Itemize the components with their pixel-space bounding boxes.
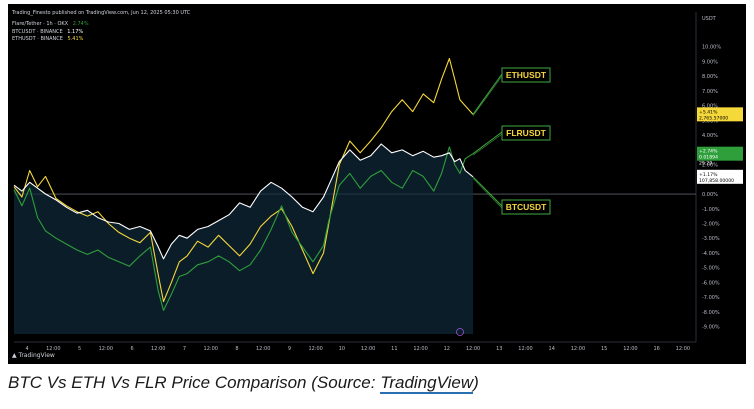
y-tick-label: -4.00%: [702, 251, 720, 257]
y-tick-label: 2.00%: [702, 163, 718, 169]
y-tick-label: 7.00%: [702, 89, 718, 95]
y-tick-label: 5.00%: [702, 118, 718, 124]
x-tick-label: 12:00: [623, 346, 637, 352]
x-tick-label: 12:00: [571, 346, 585, 352]
x-tick-label: 4: [26, 346, 29, 352]
x-tick-label: 12:00: [204, 346, 218, 352]
x-tick-label: 12:00: [518, 346, 532, 352]
legend-title-change: 2.74%: [72, 21, 89, 27]
flr-annotation-connector-2: [472, 133, 503, 156]
axis-unit-label: USDT: [702, 16, 717, 22]
y-tick-label: -8.00%: [702, 310, 720, 316]
x-tick-label: 12:00: [676, 346, 690, 352]
btc-price-tag-price: 107,858.00000: [699, 178, 734, 184]
x-tick-label: 7: [183, 346, 186, 352]
x-tick-label: 12:00: [413, 346, 427, 352]
btc-annotation-box: [501, 199, 551, 215]
y-tick-label: 6.00%: [702, 104, 718, 110]
y-tick-label: 0.00%: [702, 192, 718, 198]
caption-prefix: BTC Vs ETH Vs FLR Price Comparison (Sour…: [8, 373, 381, 392]
eth-series-line: [13, 57, 474, 303]
x-tick-label: 5: [78, 346, 81, 352]
caption-source-link[interactable]: TradingView: [380, 373, 474, 394]
x-tick-label: 14: [549, 346, 555, 352]
x-tick-label: 12:00: [99, 346, 113, 352]
eth-price-tag-bg: [697, 107, 743, 122]
flr-series-line: [13, 146, 474, 311]
eth-price-tag-price: 2,765.57000: [699, 115, 728, 121]
x-tick-label: 10: [339, 346, 345, 352]
area-fill: [14, 143, 474, 334]
btc-annotation-label: BTCUSDT: [506, 202, 547, 212]
x-tick-label: 12:00: [308, 346, 322, 352]
x-tick-label: 12:00: [361, 346, 375, 352]
x-tick-label: 16: [653, 346, 659, 352]
btc-annotation-connector: [472, 176, 503, 207]
eth-annotation-label: ETHUSDT: [506, 70, 547, 80]
x-tick-label: 12: [444, 346, 450, 352]
flr-price-tag-pct: +2.74%: [699, 149, 718, 155]
caption-suffix: ): [473, 373, 479, 392]
flr-annotation-box: [501, 125, 551, 141]
publish-line: Trading_Finesto published on TradingView…: [12, 10, 191, 16]
tv-logo-text: TradingView: [18, 352, 55, 359]
tradingview-logo: ▲ TradingView: [12, 352, 55, 359]
y-tick-label: -3.00%: [702, 236, 720, 242]
x-tick-label: 12:00: [46, 346, 60, 352]
flr-annotation-label: FLRUSDT: [506, 128, 546, 138]
legend-eth-change: 5.41%: [67, 36, 84, 42]
eth-annotation-connector: [472, 73, 503, 115]
legend-eth-row: ETHUSDT · BINANCE 5.41%: [12, 36, 83, 42]
x-tick-label: 12:00: [256, 346, 270, 352]
comparison-chart: USDT 10.00% 9.00% 8.00% 7.00% 6.00% 5.00% 4.00%…: [13, 12, 743, 352]
flr-annotation-connector: [472, 131, 503, 155]
x-tick-label: 6: [130, 346, 133, 352]
tv-logo-icon: ▲: [12, 352, 17, 359]
flr-price-tag-bg: [697, 146, 743, 161]
chart-panel: USDT 10.00% 9.00% 8.00% 7.00% 6.00% 5.00% 4.00%…: [8, 4, 746, 364]
y-tick-label: 9.00%: [702, 59, 718, 65]
flr-price-tag-time: 29:29: [699, 161, 712, 167]
figure-caption: BTC Vs ETH Vs FLR Price Comparison (Sour…: [8, 373, 479, 394]
btc-price-tag-pct: +1.17%: [699, 172, 718, 178]
legend-title: Flare/Tether · 1h · OKX: [12, 21, 69, 27]
y-tick-label: -1.00%: [702, 207, 720, 213]
y-tick-label: 10.00%: [702, 45, 721, 51]
x-tick-label: 12:00: [151, 346, 165, 352]
eth-annotation-box: [501, 67, 551, 83]
legend-title-row: Flare/Tether · 1h · OKX 2.74%: [12, 21, 89, 27]
flr-price-tag-price: 0.01894: [699, 155, 718, 161]
y-tick-label: -9.00%: [702, 325, 720, 331]
y-tick-label: -6.00%: [702, 280, 720, 286]
legend-btc-row: BTCUSDT · BINANCE 1.17%: [12, 29, 83, 35]
legend-eth: ETHUSDT · BINANCE: [12, 36, 63, 42]
eth-annotation-connector-2: [472, 75, 503, 117]
y-tick-label: -5.00%: [702, 266, 720, 272]
btc-price-tag-bg: [697, 169, 743, 184]
x-tick-label: 13: [496, 346, 502, 352]
y-tick-label: 8.00%: [702, 74, 718, 80]
btc-annotation-connector-2: [472, 178, 503, 209]
x-tick-label: 8: [235, 346, 238, 352]
y-tick-label: -2.00%: [702, 222, 720, 228]
y-tick-label: -7.00%: [702, 295, 720, 301]
legend-btc: BTCUSDT · BINANCE: [12, 29, 63, 35]
legend-btc-change: 1.17%: [67, 29, 84, 35]
x-tick-label: 11: [391, 346, 397, 352]
y-tick-label: 4.00%: [702, 133, 718, 139]
btc-series-line: [13, 143, 474, 260]
x-tick-label: 9: [288, 346, 291, 352]
x-tick-label: 15: [601, 346, 607, 352]
event-marker-icon: [456, 328, 464, 336]
eth-price-tag-pct: +5.41%: [699, 109, 718, 115]
x-tick-label: 12:00: [466, 346, 480, 352]
